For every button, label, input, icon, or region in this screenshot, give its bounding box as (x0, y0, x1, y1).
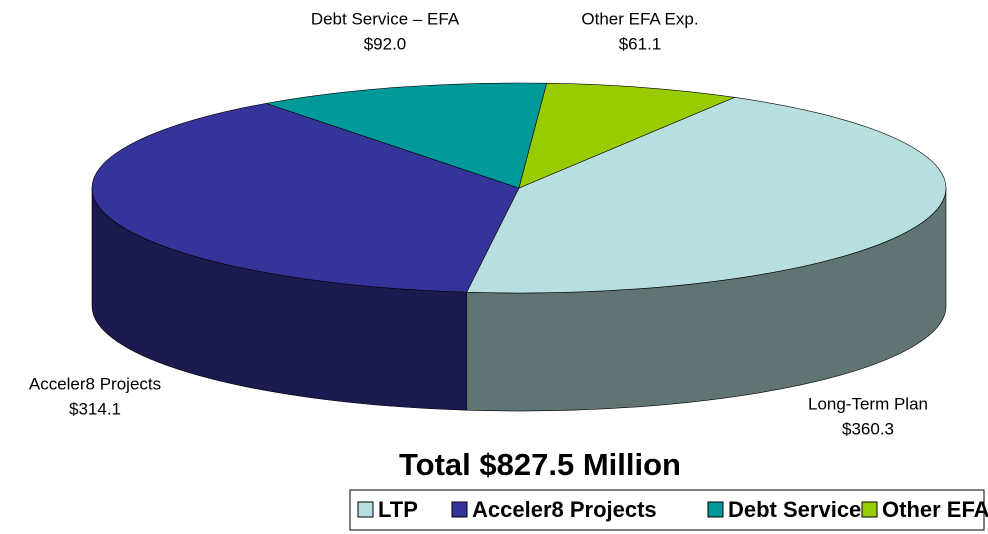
chart-title: Total $827.5 Million (399, 447, 681, 482)
legend-swatch (357, 501, 374, 518)
legend-label: Other EFA Expenditures (882, 497, 988, 522)
value-label: $360.3 (842, 419, 894, 438)
value-label: $61.1 (619, 34, 662, 53)
legend-swatch (861, 501, 878, 518)
slice-label: Other EFA Exp. (581, 9, 698, 28)
value-label: $314.1 (69, 399, 121, 418)
legend-label: LTP (378, 497, 418, 522)
slice-label: Acceler8 Projects (29, 374, 161, 393)
slice (466, 97, 947, 294)
legend-swatch (707, 501, 724, 518)
legend-label: Debt Service (728, 497, 861, 522)
legend-label: Acceler8 Projects (472, 497, 657, 522)
slice (518, 82, 736, 189)
slice (91, 103, 520, 293)
value-label: $92.0 (364, 34, 407, 53)
slice (266, 82, 548, 189)
slice-label: Long-Term Plan (808, 394, 928, 413)
slice-label: Debt Service – EFA (311, 9, 460, 28)
legend-swatch (451, 501, 468, 518)
